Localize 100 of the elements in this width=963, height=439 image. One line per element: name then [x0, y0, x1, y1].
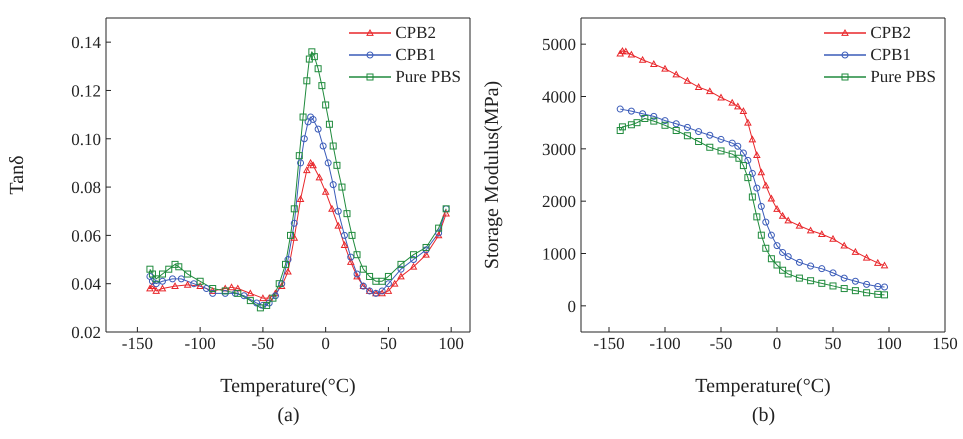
point: [287, 232, 294, 239]
legend-label: Pure PBS: [395, 67, 461, 87]
point: [807, 226, 814, 234]
point: [852, 248, 859, 255]
point: [169, 275, 176, 282]
point: [276, 280, 283, 288]
point: [148, 282, 156, 290]
point: [202, 285, 210, 292]
point: [740, 108, 747, 114]
point: [158, 285, 166, 292]
y-tick-label: 0.06: [71, 226, 101, 246]
point: [774, 206, 780, 212]
point: [728, 150, 736, 158]
point: [863, 254, 870, 261]
point: [354, 251, 361, 258]
point: [190, 280, 198, 288]
point: [172, 260, 179, 268]
point: [662, 117, 668, 124]
point: [172, 282, 179, 290]
point: [628, 121, 635, 128]
point: [762, 218, 770, 226]
point: [322, 101, 330, 108]
point: [796, 258, 803, 266]
point: [684, 77, 691, 84]
point: [259, 294, 266, 302]
point: [300, 114, 307, 121]
point: [768, 232, 775, 239]
x-tick-label: -100: [184, 334, 216, 354]
point: [284, 256, 292, 264]
text: (b): [750, 404, 776, 427]
point: [779, 212, 786, 219]
point: [318, 82, 326, 90]
point: [840, 285, 848, 292]
point: [728, 140, 736, 147]
legend-label: CPB2: [870, 23, 911, 43]
point: [334, 208, 342, 215]
point: [360, 266, 367, 273]
y-tick-label: 0.04: [71, 274, 102, 294]
point: [152, 287, 160, 294]
point: [618, 47, 626, 54]
point: [333, 162, 340, 169]
point: [278, 282, 286, 290]
point: [310, 162, 317, 168]
point: [307, 114, 314, 121]
x-tick-label: -150: [122, 334, 153, 354]
point: [718, 94, 724, 100]
point: [618, 123, 626, 130]
point: [830, 282, 836, 290]
point: [650, 118, 658, 125]
point: [779, 266, 786, 274]
point: [672, 127, 680, 134]
point: [718, 147, 724, 154]
point: [306, 56, 313, 63]
point: [297, 196, 304, 202]
point: [397, 260, 404, 268]
legend-label: CPB2: [395, 23, 436, 43]
point: [347, 258, 354, 265]
point: [284, 268, 292, 275]
point: [328, 205, 336, 212]
point: [178, 275, 185, 282]
point: [758, 232, 765, 239]
x-axis-title: Temperature(°C): [695, 375, 831, 397]
point: [343, 210, 350, 218]
point: [628, 51, 635, 58]
point: [314, 65, 322, 72]
point: [818, 280, 826, 287]
point: [326, 120, 333, 128]
point: [266, 294, 273, 302]
point: [266, 300, 273, 307]
point: [304, 118, 312, 126]
point: [272, 290, 279, 296]
point: [672, 71, 680, 78]
x-tick-label: 0: [772, 334, 782, 354]
point: [303, 77, 310, 84]
x-tick-label: -150: [593, 334, 625, 354]
point: [753, 152, 760, 158]
point: [196, 282, 204, 290]
point: [616, 127, 624, 134]
point: [296, 152, 303, 160]
y-tick-label: 0.08: [71, 178, 101, 198]
point: [863, 280, 870, 288]
y-tick-label: 0.14: [71, 33, 102, 52]
x-tick-label: 0: [321, 334, 330, 354]
point: [758, 168, 765, 176]
point: [852, 287, 859, 294]
point: [322, 188, 330, 195]
y-tick-label: 0: [568, 296, 576, 316]
x-tick-label: -50: [710, 334, 732, 354]
point: [422, 244, 430, 251]
point: [650, 60, 658, 67]
point: [830, 235, 836, 242]
x-tick-label: 50: [380, 334, 397, 354]
point: [768, 195, 775, 202]
point: [310, 116, 317, 123]
point: [240, 292, 248, 300]
point: [410, 251, 418, 258]
point: [290, 234, 298, 241]
point: [662, 65, 668, 72]
point: [397, 266, 404, 273]
y-axis-title: Storage Modulus(MPa): [481, 80, 504, 270]
